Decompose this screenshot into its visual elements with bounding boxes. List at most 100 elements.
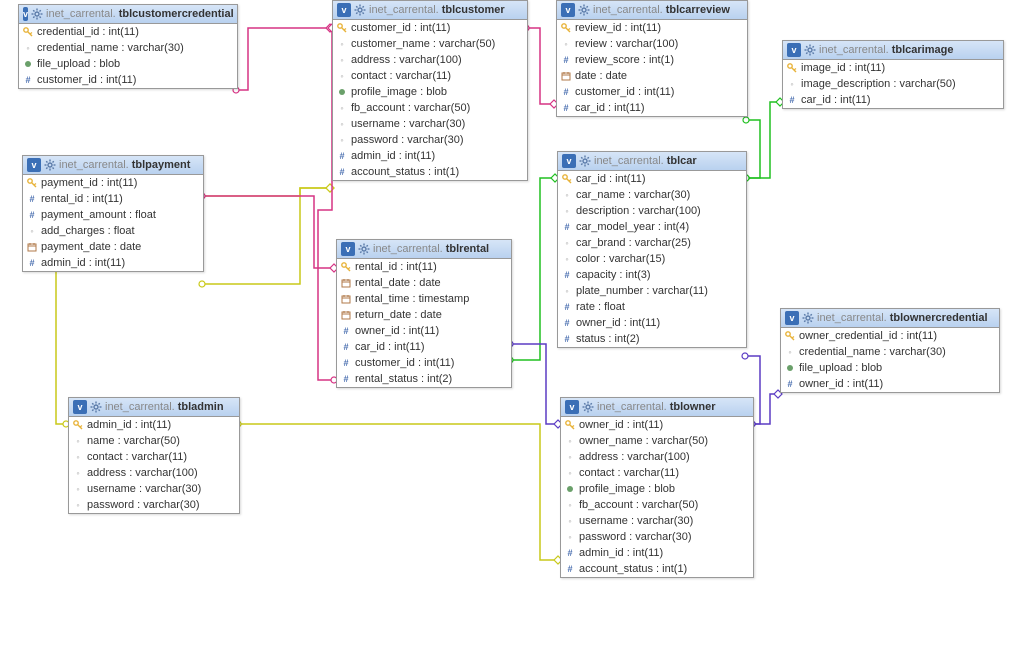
table-header[interactable]: vinet_carrental.tblcustomer bbox=[333, 1, 527, 20]
column-row[interactable]: #account_status : int(1) bbox=[561, 561, 753, 577]
table-header[interactable]: vinet_carrental.tblowner bbox=[561, 398, 753, 417]
column-name: credential_name : varchar(30) bbox=[37, 42, 184, 54]
hash-icon: # bbox=[562, 270, 572, 280]
table-tbladmin[interactable]: vinet_carrental.tbladminadmin_id : int(1… bbox=[68, 397, 240, 514]
column-row[interactable]: #review_score : int(1) bbox=[557, 52, 747, 68]
column-row[interactable]: ◦description : varchar(100) bbox=[558, 203, 746, 219]
table-tblpayment[interactable]: vinet_carrental.tblpaymentpayment_id : i… bbox=[22, 155, 204, 272]
column-row[interactable]: ◦password : varchar(30) bbox=[333, 132, 527, 148]
column-row[interactable]: owner_credential_id : int(11) bbox=[781, 328, 999, 344]
column-row[interactable]: profile_image : blob bbox=[333, 84, 527, 100]
column-row[interactable]: ◦contact : varchar(11) bbox=[69, 449, 239, 465]
table-header[interactable]: vinet_carrental.tbladmin bbox=[69, 398, 239, 417]
column-row[interactable]: ◦plate_number : varchar(11) bbox=[558, 283, 746, 299]
column-row[interactable]: rental_time : timestamp bbox=[337, 291, 511, 307]
hash-icon: # bbox=[565, 548, 575, 558]
table-header[interactable]: vinet_carrental.tblcarimage bbox=[783, 41, 1003, 60]
column-row[interactable]: image_id : int(11) bbox=[783, 60, 1003, 76]
column-row[interactable]: ◦username : varchar(30) bbox=[69, 481, 239, 497]
column-row[interactable]: #customer_id : int(11) bbox=[337, 355, 511, 371]
column-row[interactable]: #owner_id : int(11) bbox=[781, 376, 999, 392]
key-icon bbox=[565, 420, 575, 430]
column-row[interactable]: ◦password : varchar(30) bbox=[561, 529, 753, 545]
column-row[interactable]: ◦username : varchar(30) bbox=[333, 116, 527, 132]
table-tblowner[interactable]: vinet_carrental.tblownerowner_id : int(1… bbox=[560, 397, 754, 578]
column-row[interactable]: ◦car_name : varchar(30) bbox=[558, 187, 746, 203]
column-row[interactable]: ◦address : varchar(100) bbox=[69, 465, 239, 481]
table-tblcar[interactable]: vinet_carrental.tblcarcar_id : int(11)◦c… bbox=[557, 151, 747, 348]
column-row[interactable]: #capacity : int(3) bbox=[558, 267, 746, 283]
column-row[interactable]: ◦customer_name : varchar(50) bbox=[333, 36, 527, 52]
column-row[interactable]: ◦credential_name : varchar(30) bbox=[19, 40, 237, 56]
column-row[interactable]: ◦name : varchar(50) bbox=[69, 433, 239, 449]
column-row[interactable]: #account_status : int(1) bbox=[333, 164, 527, 180]
table-header[interactable]: vinet_carrental.tblrental bbox=[337, 240, 511, 259]
table-tblcustomer[interactable]: vinet_carrental.tblcustomercustomer_id :… bbox=[332, 0, 528, 181]
column-row[interactable]: #car_id : int(11) bbox=[557, 100, 747, 116]
table-header[interactable]: vinet_carrental.tblownercredential bbox=[781, 309, 999, 328]
column-row[interactable]: #owner_id : int(11) bbox=[558, 315, 746, 331]
column-row[interactable]: ◦contact : varchar(11) bbox=[333, 68, 527, 84]
table-header[interactable]: vinet_carrental.tblcar bbox=[558, 152, 746, 171]
table-tblownercredential[interactable]: vinet_carrental.tblownercredentialowner_… bbox=[780, 308, 1000, 393]
column-row[interactable]: ◦review : varchar(100) bbox=[557, 36, 747, 52]
column-row[interactable]: credential_id : int(11) bbox=[19, 24, 237, 40]
column-row[interactable]: admin_id : int(11) bbox=[69, 417, 239, 433]
column-row[interactable]: ◦password : varchar(30) bbox=[69, 497, 239, 513]
column-row[interactable]: file_upload : blob bbox=[781, 360, 999, 376]
gear-icon bbox=[582, 401, 594, 413]
column-row[interactable]: #rental_id : int(11) bbox=[23, 191, 203, 207]
column-row[interactable]: return_date : date bbox=[337, 307, 511, 323]
column-row[interactable]: car_id : int(11) bbox=[558, 171, 746, 187]
column-row[interactable]: date : date bbox=[557, 68, 747, 84]
column-row[interactable]: #admin_id : int(11) bbox=[333, 148, 527, 164]
text-icon: ◦ bbox=[787, 79, 797, 89]
column-row[interactable]: ◦address : varchar(100) bbox=[333, 52, 527, 68]
table-tblcarimage[interactable]: vinet_carrental.tblcarimageimage_id : in… bbox=[782, 40, 1004, 109]
column-row[interactable]: payment_id : int(11) bbox=[23, 175, 203, 191]
column-row[interactable]: file_upload : blob bbox=[19, 56, 237, 72]
date-icon bbox=[561, 71, 571, 81]
db-icon: v bbox=[23, 7, 28, 21]
column-row[interactable]: ◦fb_account : varchar(50) bbox=[333, 100, 527, 116]
column-row[interactable]: #customer_id : int(11) bbox=[19, 72, 237, 88]
column-row[interactable]: ◦fb_account : varchar(50) bbox=[561, 497, 753, 513]
column-row[interactable]: #rental_status : int(2) bbox=[337, 371, 511, 387]
column-row[interactable]: #status : int(2) bbox=[558, 331, 746, 347]
column-row[interactable]: customer_id : int(11) bbox=[333, 20, 527, 36]
column-name: review : varchar(100) bbox=[575, 38, 678, 50]
table-header[interactable]: vinet_carrental.tblcarreview bbox=[557, 1, 747, 20]
column-row[interactable]: #car_model_year : int(4) bbox=[558, 219, 746, 235]
column-row[interactable]: ◦car_brand : varchar(25) bbox=[558, 235, 746, 251]
column-row[interactable]: owner_id : int(11) bbox=[561, 417, 753, 433]
column-name: rental_date : date bbox=[355, 277, 441, 289]
column-row[interactable]: ◦contact : varchar(11) bbox=[561, 465, 753, 481]
column-row[interactable]: #payment_amount : float bbox=[23, 207, 203, 223]
column-row[interactable]: ◦owner_name : varchar(50) bbox=[561, 433, 753, 449]
table-name: tblcustomer bbox=[442, 4, 505, 16]
column-row[interactable]: ◦address : varchar(100) bbox=[561, 449, 753, 465]
table-header[interactable]: vinet_carrental.tblcustomercredential bbox=[19, 5, 237, 24]
table-tblcustomercredential[interactable]: vinet_carrental.tblcustomercredentialcre… bbox=[18, 4, 238, 89]
column-row[interactable]: ◦username : varchar(30) bbox=[561, 513, 753, 529]
column-row[interactable]: #car_id : int(11) bbox=[783, 92, 1003, 108]
column-row[interactable]: #owner_id : int(11) bbox=[337, 323, 511, 339]
column-row[interactable]: #admin_id : int(11) bbox=[561, 545, 753, 561]
column-row[interactable]: rental_id : int(11) bbox=[337, 259, 511, 275]
table-tblrental[interactable]: vinet_carrental.tblrentalrental_id : int… bbox=[336, 239, 512, 388]
column-row[interactable]: #car_id : int(11) bbox=[337, 339, 511, 355]
column-row[interactable]: profile_image : blob bbox=[561, 481, 753, 497]
column-row[interactable]: ◦image_description : varchar(50) bbox=[783, 76, 1003, 92]
column-row[interactable]: #admin_id : int(11) bbox=[23, 255, 203, 271]
column-row[interactable]: review_id : int(11) bbox=[557, 20, 747, 36]
table-header[interactable]: vinet_carrental.tblpayment bbox=[23, 156, 203, 175]
column-row[interactable]: #rate : float bbox=[558, 299, 746, 315]
column-row[interactable]: ◦color : varchar(15) bbox=[558, 251, 746, 267]
key-icon bbox=[73, 420, 83, 430]
column-row[interactable]: ◦add_charges : float bbox=[23, 223, 203, 239]
column-row[interactable]: rental_date : date bbox=[337, 275, 511, 291]
column-row[interactable]: payment_date : date bbox=[23, 239, 203, 255]
column-row[interactable]: #customer_id : int(11) bbox=[557, 84, 747, 100]
column-row[interactable]: ◦credential_name : varchar(30) bbox=[781, 344, 999, 360]
table-tblcarreview[interactable]: vinet_carrental.tblcarreviewreview_id : … bbox=[556, 0, 748, 117]
